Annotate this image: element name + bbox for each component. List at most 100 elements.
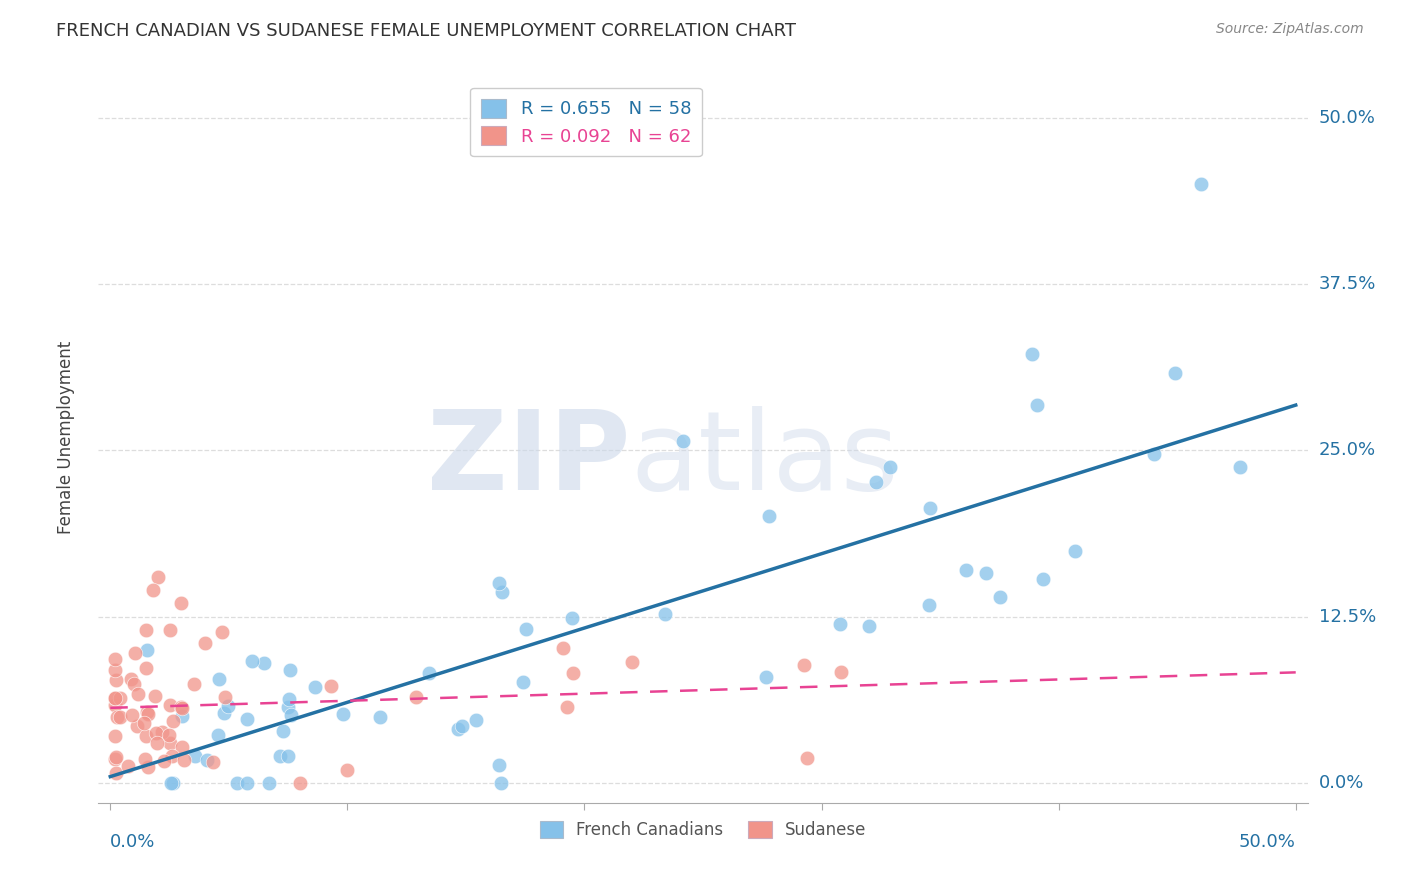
Point	[121, 708, 143, 723]
Point	[488, 575, 510, 590]
Point	[561, 666, 583, 681]
Point	[117, 759, 139, 773]
Point	[491, 584, 513, 599]
Point	[489, 776, 512, 790]
Point	[194, 636, 217, 650]
Point	[259, 776, 281, 790]
Point	[135, 660, 157, 674]
Text: 0.0%: 0.0%	[110, 833, 156, 851]
Point	[135, 705, 157, 719]
Point	[465, 713, 488, 727]
Point	[858, 618, 880, 632]
Point	[157, 728, 180, 742]
Point	[796, 750, 818, 764]
Point	[122, 677, 145, 691]
Text: ZIP: ZIP	[427, 406, 630, 513]
Point	[672, 434, 695, 448]
Point	[170, 739, 193, 754]
Point	[172, 708, 194, 723]
Point	[278, 664, 301, 678]
Point	[955, 563, 977, 577]
Point	[162, 776, 184, 790]
Point	[758, 509, 780, 524]
Point	[1142, 447, 1164, 461]
Point	[488, 757, 510, 772]
Point	[108, 691, 131, 706]
Point	[195, 753, 218, 767]
Point	[104, 690, 127, 705]
Point	[146, 570, 169, 584]
Point	[214, 690, 236, 704]
Point	[136, 706, 159, 721]
Point	[120, 672, 142, 686]
Point	[988, 590, 1011, 604]
Y-axis label: Female Unemployment: Female Unemployment	[56, 341, 75, 533]
Point	[418, 665, 440, 680]
Point	[1063, 544, 1085, 558]
Point	[135, 643, 157, 657]
Point	[1021, 347, 1043, 361]
Point	[1032, 572, 1054, 586]
Text: FRENCH CANADIAN VS SUDANESE FEMALE UNEMPLOYMENT CORRELATION CHART: FRENCH CANADIAN VS SUDANESE FEMALE UNEMP…	[56, 22, 796, 40]
Point	[225, 776, 247, 790]
Point	[561, 610, 583, 624]
Point	[280, 708, 302, 723]
Legend: French Canadians, Sudanese: French Canadians, Sudanese	[533, 814, 873, 846]
Point	[515, 623, 537, 637]
Point	[1189, 178, 1212, 192]
Point	[132, 715, 155, 730]
Point	[830, 665, 852, 680]
Point	[105, 749, 128, 764]
Point	[170, 596, 193, 610]
Point	[211, 625, 233, 640]
Point	[214, 706, 236, 720]
Point	[159, 698, 181, 713]
Point	[405, 690, 427, 704]
Point	[135, 623, 157, 637]
Point	[104, 691, 127, 706]
Text: Source: ZipAtlas.com: Source: ZipAtlas.com	[1216, 22, 1364, 37]
Point	[277, 699, 299, 714]
Point	[974, 566, 997, 580]
Point	[104, 652, 127, 666]
Point	[240, 654, 263, 668]
Point	[183, 677, 205, 691]
Point	[108, 710, 131, 724]
Point	[755, 670, 778, 684]
Point	[336, 763, 359, 777]
Point	[288, 776, 311, 790]
Point	[104, 698, 127, 712]
Point	[304, 681, 326, 695]
Point	[127, 688, 149, 702]
Point	[207, 728, 229, 742]
Point	[277, 692, 299, 706]
Point	[236, 712, 259, 726]
Point	[828, 616, 851, 631]
Point	[451, 719, 474, 733]
Point	[135, 729, 157, 743]
Point	[160, 776, 183, 790]
Point	[269, 748, 291, 763]
Point	[173, 753, 195, 767]
Point	[332, 706, 354, 721]
Point	[134, 752, 156, 766]
Point	[865, 475, 887, 489]
Point	[142, 583, 165, 598]
Point	[447, 723, 470, 737]
Point	[271, 723, 294, 738]
Point	[1164, 366, 1187, 380]
Point	[104, 729, 127, 743]
Text: atlas: atlas	[630, 406, 898, 513]
Point	[236, 776, 259, 790]
Point	[159, 623, 181, 637]
Point	[170, 699, 193, 714]
Point	[253, 657, 276, 671]
Text: 25.0%: 25.0%	[1319, 442, 1376, 459]
Point	[555, 699, 578, 714]
Point	[621, 655, 644, 669]
Point	[920, 500, 942, 515]
Point	[127, 719, 149, 733]
Point	[1026, 398, 1049, 412]
Point	[145, 689, 167, 703]
Point	[654, 607, 676, 621]
